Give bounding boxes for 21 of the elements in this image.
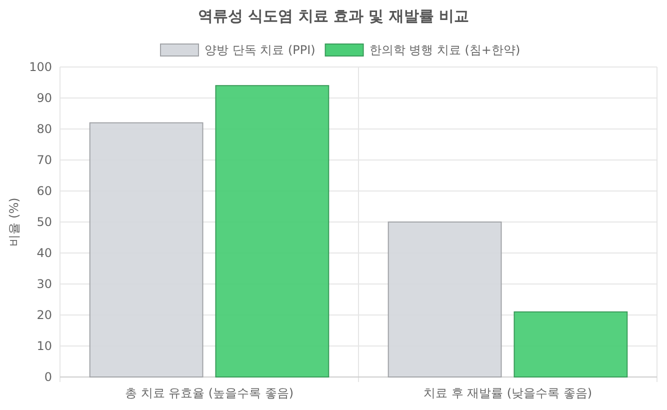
y-tick-label: 80: [36, 122, 52, 136]
legend-label: 양방 단독 치료 (PPI): [204, 43, 316, 57]
bar: [89, 122, 204, 378]
y-tick-label: 10: [36, 339, 52, 353]
y-axis-title: 비율 (%): [7, 198, 21, 246]
bar: [388, 222, 502, 378]
y-tick-label: 0: [44, 370, 52, 384]
chart-title: 역류성 식도염 치료 효과 및 재발률 비교: [198, 7, 470, 25]
bar: [514, 311, 628, 378]
x-tick-label: 총 치료 유효율 (높을수록 좋음): [124, 386, 294, 400]
y-tick-label: 40: [36, 246, 52, 260]
legend-label: 한의학 병행 치료 (침+한약): [369, 43, 520, 57]
bar: [215, 85, 330, 378]
y-tick-label: 90: [36, 91, 52, 105]
y-tick-label: 30: [36, 277, 52, 291]
x-tick-label: 치료 후 재발률 (낮을수록 좋음): [423, 386, 592, 400]
y-tick-label: 50: [36, 215, 52, 229]
y-tick-label: 100: [29, 60, 52, 74]
y-tick-label: 60: [36, 184, 52, 198]
y-tick-label: 70: [36, 153, 52, 167]
y-tick-label: 20: [36, 308, 52, 322]
